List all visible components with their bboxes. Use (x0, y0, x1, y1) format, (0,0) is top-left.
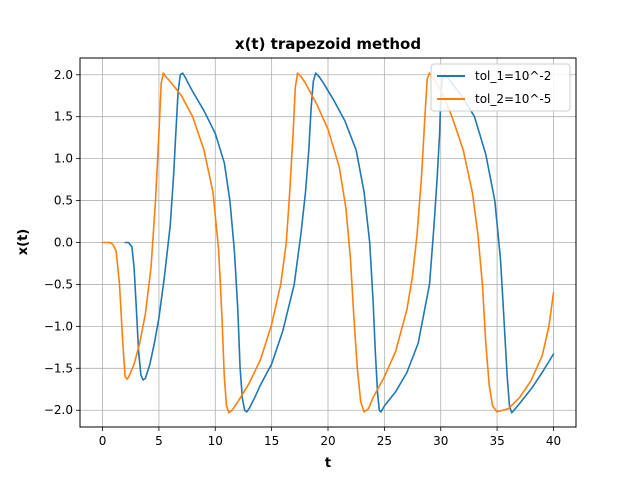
x-tick-label: 0 (99, 434, 107, 448)
y-tick-label: 2.0 (54, 68, 73, 82)
x-tick-label: 5 (155, 434, 163, 448)
y-ticks: −2.0 −1.5 −1.0 −0.5 0.0 0.5 1.0 1.5 2.0 (44, 68, 80, 417)
series-line-2 (101, 72, 555, 414)
y-axis-title: x(t) (16, 229, 31, 255)
x-tick-label: 15 (264, 434, 279, 448)
x-ticks: 0 5 10 15 20 25 30 35 40 (99, 427, 561, 448)
y-tick-label: 1.5 (54, 110, 73, 124)
legend: tol_1=10^-2 tol_2=10^-5 (430, 63, 571, 112)
y-tick-label: −0.5 (44, 277, 73, 291)
y-tick-label: −1.5 (44, 361, 73, 375)
x-tick-label: 25 (377, 434, 392, 448)
y-tick-label: 0.0 (54, 236, 73, 250)
y-tick-label: 0.5 (54, 194, 73, 208)
x-tick-label: 35 (489, 434, 504, 448)
x-tick-label: 20 (320, 434, 335, 448)
x-axis-title: t (325, 456, 331, 471)
legend-label-tol2: tol_2=10^-5 (475, 92, 551, 106)
x-tick-label: 10 (208, 434, 223, 448)
y-tick-label: −2.0 (44, 403, 73, 417)
legend-box (430, 63, 571, 112)
y-tick-label: −1.0 (44, 319, 73, 333)
chart-title: x(t) trapezoid method (235, 35, 421, 53)
x-tick-label: 30 (433, 434, 448, 448)
grid (80, 58, 576, 427)
legend-label-tol1: tol_1=10^-2 (475, 69, 551, 83)
y-tick-label: 1.0 (54, 152, 73, 166)
x-tick-label: 40 (546, 434, 561, 448)
